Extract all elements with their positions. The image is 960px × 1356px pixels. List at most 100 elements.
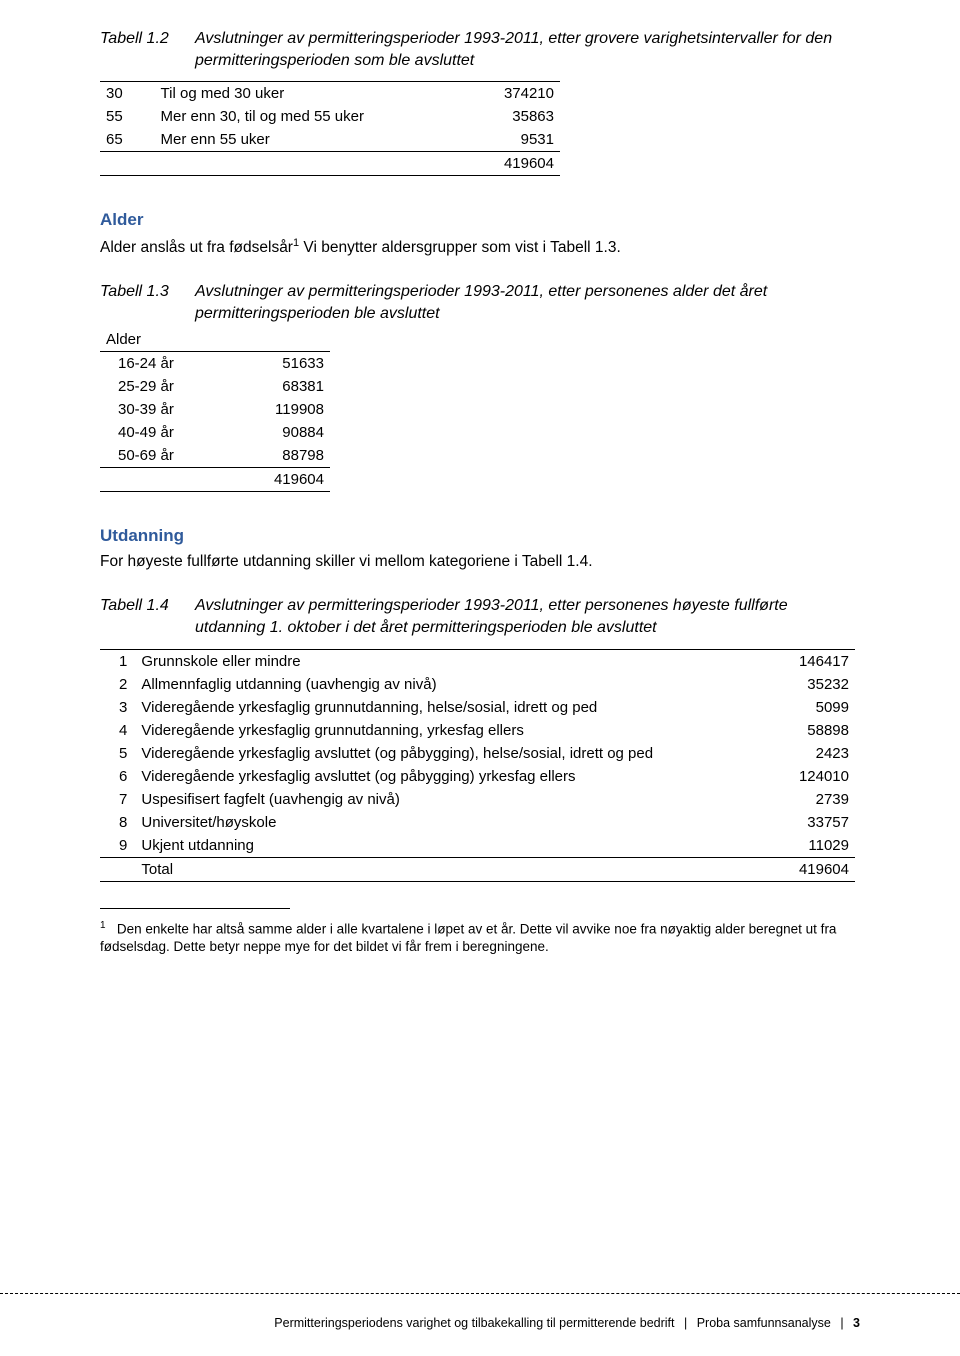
- cell-desc: Universitet/høyskole: [135, 811, 745, 834]
- cell-value: 68381: [231, 375, 330, 398]
- cell-index: 6: [100, 765, 135, 788]
- cell-total: 419604: [231, 468, 330, 492]
- cell-value: 119908: [231, 398, 330, 421]
- cell-index: 4: [100, 719, 135, 742]
- footer-sep-2: |: [834, 1316, 849, 1330]
- cell-value: 88798: [231, 444, 330, 468]
- cell-desc: Allmennfaglig utdanning (uavhengig av ni…: [135, 673, 745, 696]
- table-total-row: 419604: [100, 152, 560, 176]
- table-row: 25-29 år68381: [100, 375, 330, 398]
- cell-value: 58898: [745, 719, 855, 742]
- heading-utdanning: Utdanning: [100, 526, 860, 546]
- table-row: 50-69 år88798: [100, 444, 330, 468]
- heading-alder: Alder: [100, 210, 860, 230]
- cell-value: 90884: [231, 421, 330, 444]
- cell-total-label: Total: [135, 857, 745, 881]
- cell-value: 9531: [452, 128, 560, 152]
- table-total-row: Total419604: [100, 857, 855, 881]
- cell-age: 16-24 år: [100, 352, 231, 376]
- utdanning-body: For høyeste fullførte utdanning skiller …: [100, 552, 860, 573]
- alder-body: Alder anslås ut fra fødselsår1 Vi benytt…: [100, 236, 860, 259]
- cell-age: 50-69 år: [100, 444, 231, 468]
- table-row: 2Allmennfaglig utdanning (uavhengig av n…: [100, 673, 855, 696]
- table-row: 16-24 år51633: [100, 352, 330, 376]
- cell-value: 11029: [745, 834, 855, 858]
- cell-code: 55: [100, 105, 155, 128]
- cell-value: 124010: [745, 765, 855, 788]
- table-row: 5Videregående yrkesfaglig avsluttet (og …: [100, 742, 855, 765]
- table-1-3-label: Tabell 1.3: [100, 281, 195, 303]
- table-row: 30Til og med 30 uker374210: [100, 82, 560, 106]
- table-row: 8Universitet/høyskole33757: [100, 811, 855, 834]
- cell-value: 2739: [745, 788, 855, 811]
- table-row: 55Mer enn 30, til og med 55 uker35863: [100, 105, 560, 128]
- cell-index: 9: [100, 834, 135, 858]
- cell-desc: Videregående yrkesfaglig grunnutdanning,…: [135, 696, 745, 719]
- table-1-4-title: Tabell 1.4 Avslutninger av permitterings…: [100, 595, 860, 638]
- table-1-3: Alder 16-24 år5163325-29 år6838130-39 år…: [100, 328, 330, 492]
- table-row: 65Mer enn 55 uker9531: [100, 128, 560, 152]
- cell-index: 2: [100, 673, 135, 696]
- cell-value: 35232: [745, 673, 855, 696]
- cell-code: 30: [100, 82, 155, 106]
- alder-body-post: Vi benytter aldersgrupper som vist i Tab…: [299, 239, 621, 256]
- cell-age: 25-29 år: [100, 375, 231, 398]
- cell-value: 51633: [231, 352, 330, 376]
- cell-index: 8: [100, 811, 135, 834]
- footer-doc-title: Permitteringsperiodens varighet og tilba…: [274, 1316, 674, 1330]
- cell-desc: Mer enn 55 uker: [155, 128, 453, 152]
- footnote-marker: 1: [100, 920, 106, 931]
- cell-value: 146417: [745, 649, 855, 673]
- footnote-rule: [100, 908, 290, 909]
- table-row: 7Uspesifisert fagfelt (uavhengig av nivå…: [100, 788, 855, 811]
- table-1-2: 30Til og med 30 uker37421055Mer enn 30, …: [100, 75, 560, 176]
- cell-value: 5099: [745, 696, 855, 719]
- table-1-2-title: Tabell 1.2 Avslutninger av permitterings…: [100, 28, 860, 71]
- footnote-text: Den enkelte har altså samme alder i alle…: [100, 921, 836, 954]
- cell-index: 7: [100, 788, 135, 811]
- table-row: 4Videregående yrkesfaglig grunnutdanning…: [100, 719, 855, 742]
- table-row: 9Ukjent utdanning11029: [100, 834, 855, 858]
- cell-code: 65: [100, 128, 155, 152]
- cell-index: 1: [100, 649, 135, 673]
- page-dash-separator: [0, 1293, 960, 1294]
- cell-desc: Videregående yrkesfaglig avsluttet (og p…: [135, 742, 745, 765]
- table-1-3-header: Alder: [100, 328, 231, 352]
- page: Tabell 1.2 Avslutninger av permitterings…: [0, 0, 960, 1356]
- table-row: 1Grunnskole eller mindre146417: [100, 649, 855, 673]
- cell-desc: Til og med 30 uker: [155, 82, 453, 106]
- cell-age: 30-39 år: [100, 398, 231, 421]
- table-total-row: 419604: [100, 468, 330, 492]
- footer-org: Proba samfunnsanalyse: [697, 1316, 831, 1330]
- table-1-4-label: Tabell 1.4: [100, 595, 195, 617]
- cell-value: 374210: [452, 82, 560, 106]
- table-1-3-title: Tabell 1.3 Avslutninger av permitterings…: [100, 281, 860, 324]
- cell-value: 2423: [745, 742, 855, 765]
- cell-desc: Videregående yrkesfaglig avsluttet (og p…: [135, 765, 745, 788]
- table-1-4-caption: Avslutninger av permitteringsperioder 19…: [195, 595, 860, 638]
- alder-body-pre: Alder anslås ut fra fødselsår: [100, 239, 293, 256]
- cell-desc: Videregående yrkesfaglig grunnutdanning,…: [135, 719, 745, 742]
- cell-total: 419604: [745, 857, 855, 881]
- cell-desc: Ukjent utdanning: [135, 834, 745, 858]
- cell-value: 33757: [745, 811, 855, 834]
- table-1-2-label: Tabell 1.2: [100, 28, 195, 50]
- table-row: 30-39 år119908: [100, 398, 330, 421]
- cell-index: 3: [100, 696, 135, 719]
- cell-index: 5: [100, 742, 135, 765]
- table-1-3-caption: Avslutninger av permitteringsperioder 19…: [195, 281, 860, 324]
- cell-desc: Mer enn 30, til og med 55 uker: [155, 105, 453, 128]
- footer-page-number: 3: [853, 1316, 860, 1330]
- running-footer: Permitteringsperiodens varighet og tilba…: [274, 1316, 860, 1330]
- footnote-1: 1 Den enkelte har altså samme alder i al…: [100, 919, 860, 957]
- cell-desc: Grunnskole eller mindre: [135, 649, 745, 673]
- cell-total: 419604: [452, 152, 560, 176]
- cell-value: 35863: [452, 105, 560, 128]
- table-1-4: 1Grunnskole eller mindre1464172Allmennfa…: [100, 643, 855, 882]
- table-row: 6Videregående yrkesfaglig avsluttet (og …: [100, 765, 855, 788]
- table-1-2-caption: Avslutninger av permitteringsperioder 19…: [195, 28, 860, 71]
- footer-sep-1: |: [678, 1316, 693, 1330]
- table-row: 40-49 år90884: [100, 421, 330, 444]
- cell-desc: Uspesifisert fagfelt (uavhengig av nivå): [135, 788, 745, 811]
- cell-age: 40-49 år: [100, 421, 231, 444]
